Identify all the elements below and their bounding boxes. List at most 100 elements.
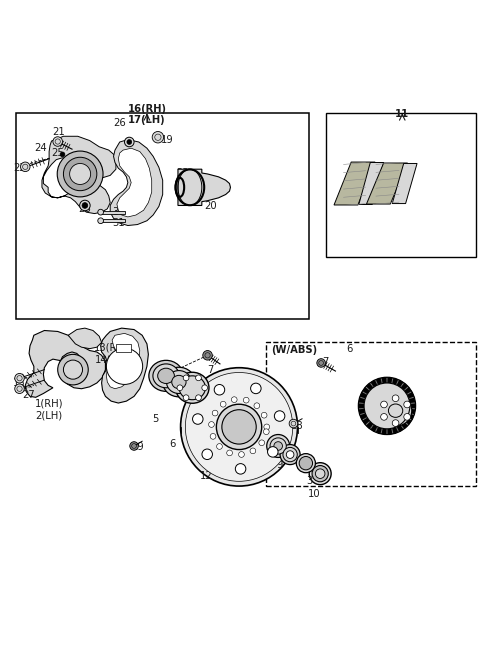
Ellipse shape: [216, 405, 262, 449]
Circle shape: [254, 403, 260, 408]
Polygon shape: [359, 403, 364, 408]
Circle shape: [212, 410, 218, 416]
Polygon shape: [392, 378, 398, 385]
Polygon shape: [366, 422, 373, 429]
Circle shape: [220, 401, 226, 407]
Circle shape: [289, 419, 298, 428]
Circle shape: [235, 463, 246, 474]
Text: 8: 8: [174, 384, 180, 394]
Circle shape: [264, 424, 270, 430]
Ellipse shape: [309, 463, 331, 485]
Circle shape: [404, 401, 410, 408]
Text: 7: 7: [322, 356, 328, 366]
Polygon shape: [68, 328, 102, 348]
Circle shape: [209, 422, 215, 428]
Polygon shape: [117, 148, 152, 217]
Polygon shape: [366, 383, 373, 390]
Ellipse shape: [222, 410, 256, 444]
Polygon shape: [362, 387, 370, 394]
Polygon shape: [371, 424, 377, 432]
Text: 29: 29: [131, 442, 144, 452]
Polygon shape: [387, 377, 393, 383]
Circle shape: [231, 397, 237, 403]
Circle shape: [82, 203, 88, 208]
Circle shape: [202, 449, 213, 459]
Text: 5: 5: [152, 414, 159, 424]
Ellipse shape: [180, 368, 298, 486]
Text: 13(RH)
14(LH): 13(RH) 14(LH): [94, 342, 129, 364]
Text: 15: 15: [13, 378, 26, 388]
Polygon shape: [404, 387, 411, 394]
Circle shape: [319, 361, 324, 366]
Circle shape: [205, 353, 210, 358]
Circle shape: [210, 434, 216, 439]
Circle shape: [227, 450, 232, 456]
Polygon shape: [401, 422, 408, 429]
Circle shape: [392, 420, 399, 426]
Circle shape: [196, 395, 201, 401]
Ellipse shape: [315, 469, 325, 479]
Text: 1(RH)
2(LH): 1(RH) 2(LH): [35, 399, 63, 420]
Ellipse shape: [296, 453, 315, 473]
Polygon shape: [376, 378, 382, 385]
Text: 30: 30: [112, 207, 125, 217]
Text: 21: 21: [52, 128, 65, 137]
Polygon shape: [360, 413, 367, 420]
Text: 3: 3: [306, 476, 312, 486]
Polygon shape: [101, 328, 148, 403]
Ellipse shape: [185, 373, 293, 481]
Polygon shape: [409, 408, 415, 414]
Ellipse shape: [359, 377, 416, 434]
Ellipse shape: [163, 368, 195, 397]
Polygon shape: [407, 392, 414, 399]
Circle shape: [183, 395, 189, 401]
Polygon shape: [396, 380, 403, 387]
Ellipse shape: [149, 360, 183, 391]
Polygon shape: [376, 427, 382, 434]
Polygon shape: [392, 163, 417, 204]
Ellipse shape: [179, 376, 205, 400]
Polygon shape: [107, 333, 140, 389]
Polygon shape: [110, 139, 163, 225]
Polygon shape: [25, 330, 106, 397]
Polygon shape: [334, 162, 375, 205]
Ellipse shape: [267, 434, 289, 457]
Circle shape: [57, 151, 103, 197]
Text: 22: 22: [13, 163, 26, 173]
Ellipse shape: [172, 375, 186, 389]
Circle shape: [98, 210, 104, 215]
Circle shape: [381, 401, 387, 408]
Text: 12: 12: [200, 471, 213, 481]
Circle shape: [152, 132, 164, 143]
Circle shape: [127, 139, 132, 144]
Text: 27: 27: [23, 390, 36, 400]
Polygon shape: [178, 169, 230, 206]
Circle shape: [17, 386, 22, 391]
Text: 20: 20: [204, 202, 217, 212]
Circle shape: [239, 451, 244, 457]
Ellipse shape: [167, 371, 192, 393]
Ellipse shape: [153, 364, 179, 388]
Polygon shape: [407, 413, 414, 420]
Ellipse shape: [274, 442, 282, 450]
Circle shape: [80, 200, 90, 211]
Circle shape: [177, 385, 183, 391]
Text: 4: 4: [284, 449, 290, 459]
Circle shape: [381, 414, 387, 420]
Bar: [16, 114, 309, 319]
Text: 23: 23: [177, 168, 189, 178]
Ellipse shape: [299, 457, 312, 470]
Circle shape: [192, 414, 203, 424]
Circle shape: [264, 429, 269, 434]
Text: 28: 28: [290, 421, 302, 431]
Circle shape: [267, 447, 278, 457]
Circle shape: [60, 152, 65, 157]
Polygon shape: [366, 163, 408, 204]
Circle shape: [21, 162, 30, 172]
Text: 9: 9: [276, 460, 282, 470]
Ellipse shape: [270, 438, 286, 454]
Text: 26: 26: [113, 118, 126, 128]
Circle shape: [55, 139, 60, 144]
Circle shape: [63, 360, 83, 379]
Ellipse shape: [283, 447, 297, 462]
